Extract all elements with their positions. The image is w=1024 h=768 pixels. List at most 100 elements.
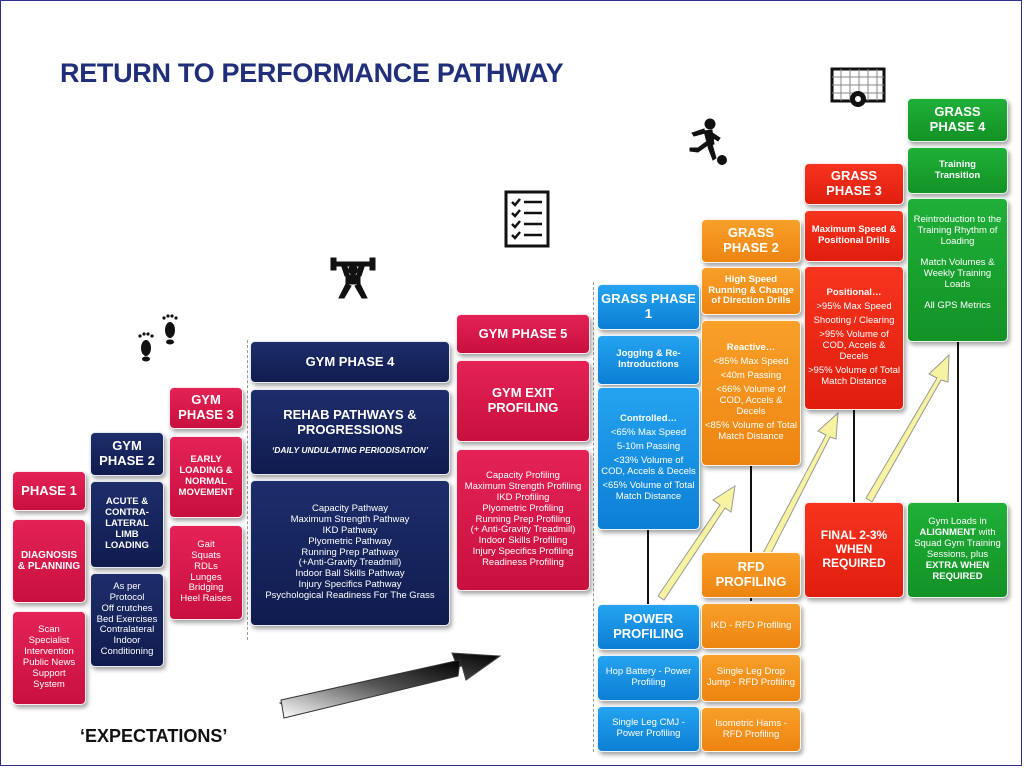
list-item: <65% Max Speed bbox=[610, 427, 687, 439]
list-item: Plyometric Profiling bbox=[482, 502, 564, 514]
gym5-header-label: GYM PHASE 5 bbox=[478, 325, 568, 341]
list-item: RDLs bbox=[194, 560, 218, 572]
power-item: Hop Battery - Power Profiling bbox=[597, 655, 700, 701]
list-item: Intervention bbox=[24, 646, 74, 658]
goal-icon bbox=[829, 66, 887, 115]
list-item: Maximum Strength Pathway bbox=[290, 513, 410, 525]
list-item: Injury Specifics Pathway bbox=[298, 579, 402, 591]
yellow-arrow bbox=[657, 484, 736, 601]
list-item: <33% Volume of COD, Accels & Decels bbox=[601, 455, 696, 477]
rfd-header-label: RFD PROFILING bbox=[715, 559, 787, 589]
list-item: Public News bbox=[22, 657, 76, 668]
gym4-header-label: GYM PHASE 4 bbox=[305, 353, 395, 369]
list-item: >95% Volume of COD, Accels & Decels bbox=[819, 329, 889, 362]
grass1-sub-label: Jogging & Re-Introductions bbox=[616, 348, 681, 370]
power-item-label: Hop Battery - Power Profiling bbox=[605, 666, 692, 688]
list-item: Injury Specifics Profiling bbox=[472, 546, 574, 558]
grass3-detail-title: Positional… bbox=[826, 287, 882, 299]
rfd-item: IKD - RFD Profiling bbox=[701, 603, 801, 649]
gym2-header-label: GYM PHASE 2 bbox=[99, 438, 155, 468]
gym4-sub-note: ‘DAILY UNDULATING PERIODISATION’ bbox=[271, 445, 429, 456]
phase1-items: Scan Specialist Intervention Public News… bbox=[12, 611, 86, 705]
separator-dashed bbox=[593, 282, 594, 752]
rfd-item-label: Isometric Hams - RFD Profiling bbox=[715, 717, 787, 740]
list-item: (+Anti-Gravity Treadmill) bbox=[298, 557, 402, 569]
grass2-header-label: GRASS PHASE 2 bbox=[723, 225, 779, 255]
gym4-sub-title: REHAB PATHWAYS & PROGRESSIONS bbox=[283, 407, 417, 438]
final-label: FINAL 2-3% WHEN REQUIRED bbox=[820, 528, 888, 570]
yellow-arrow bbox=[760, 411, 839, 562]
gym2-sub: ACUTE & CONTRA-LATERAL LIMB LOADING bbox=[90, 481, 164, 568]
list-item: As per bbox=[113, 580, 141, 592]
gym3-sub-label: EARLY LOADING & NORMAL MOVEMENT bbox=[178, 454, 234, 498]
grass2-sub-label: High Speed Running & Change of Direction… bbox=[708, 273, 794, 307]
list-item: Maximum Strength Profiling bbox=[464, 480, 582, 492]
list-item: <40m Passing bbox=[720, 370, 782, 382]
list-item: <66% Volume of COD, Accels & Decels bbox=[716, 384, 786, 417]
list-item: Lunges bbox=[190, 571, 222, 583]
grass3-header: GRASS PHASE 3 bbox=[804, 163, 904, 205]
list-item: Reintroduction to the Training Rhythm of… bbox=[913, 214, 1002, 247]
rfd-item: Isometric Hams - RFD Profiling bbox=[701, 707, 801, 752]
gym3-header-label: GYM PHASE 3 bbox=[178, 392, 234, 422]
checklist-icon bbox=[504, 190, 550, 253]
list-item: Capacity Profiling bbox=[486, 469, 560, 481]
gym-loads-line: Gym Loads in bbox=[928, 516, 987, 528]
gym4-sub: REHAB PATHWAYS & PROGRESSIONS ‘DAILY UND… bbox=[250, 389, 450, 475]
list-item: Psychological Readiness For The Grass bbox=[265, 590, 435, 602]
weightlifter-icon bbox=[329, 254, 377, 305]
phase1-sub-label: DIAGNOSIS & PLANNING bbox=[17, 549, 81, 573]
grass2-sub: High Speed Running & Change of Direction… bbox=[701, 267, 801, 315]
grass2-details: Reactive… <85% Max Speed <40m Passing <6… bbox=[701, 320, 801, 466]
list-item: Off crutches bbox=[101, 602, 153, 614]
gym2-sub-label: ACUTE & CONTRA-LATERAL LIMB LOADING bbox=[105, 496, 149, 551]
list-item: Readiness Profiling bbox=[482, 557, 564, 569]
list-item: <85% Max Speed bbox=[713, 356, 789, 368]
list-item: <85% Volume of Total Match Distance bbox=[705, 419, 797, 442]
list-item: Capacity Pathway bbox=[311, 502, 389, 514]
gym5-items: Capacity Profiling Maximum Strength Prof… bbox=[456, 449, 590, 591]
connector-line bbox=[957, 342, 959, 502]
phase1-header-label: PHASE 1 bbox=[21, 482, 77, 498]
footballer-icon bbox=[680, 118, 730, 173]
grass3-sub: Maximum Speed & Positional Drills bbox=[804, 210, 904, 262]
list-item: Indoor bbox=[113, 635, 141, 647]
gym2-items: As per Protocol Off crutches Bed Exercis… bbox=[90, 573, 164, 667]
list-item: >95% Volume of Total Match Distance bbox=[808, 364, 900, 387]
list-item: Contralateral bbox=[99, 624, 155, 636]
gym4-items: Capacity Pathway Maximum Strength Pathwa… bbox=[250, 480, 450, 626]
connector-line bbox=[853, 410, 855, 502]
final-box: FINAL 2-3% WHEN REQUIRED bbox=[804, 502, 904, 598]
list-item: Heel Raises bbox=[180, 593, 232, 605]
list-item: Plyometric Pathway bbox=[308, 535, 392, 547]
grass1-sub: Jogging & Re-Introductions bbox=[597, 335, 700, 385]
gym3-sub: EARLY LOADING & NORMAL MOVEMENT bbox=[169, 436, 243, 518]
grass4-header-label: GRASS PHASE 4 bbox=[929, 104, 986, 134]
grass4-details: Reintroduction to the Training Rhythm of… bbox=[907, 198, 1008, 342]
gym-loads-emphasis-line: EXTRA WHEN REQUIRED bbox=[925, 559, 990, 582]
list-item: Specialist bbox=[28, 635, 70, 647]
list-item: Squats bbox=[191, 549, 221, 561]
list-item: Indoor Skills Profiling bbox=[478, 535, 568, 547]
power-header: POWER PROFILING bbox=[597, 604, 700, 650]
power-item: Single Leg CMJ - Power Profiling bbox=[597, 706, 700, 752]
grass4-sub-label: Training Transition bbox=[934, 158, 981, 181]
list-item: Bed Exercises bbox=[96, 613, 158, 625]
list-item: Match Volumes & Weekly Training Loads bbox=[920, 256, 995, 290]
grass4-sub: Training Transition bbox=[907, 147, 1008, 194]
rfd-item-label: IKD - RFD Profiling bbox=[710, 619, 792, 631]
phase1-header: PHASE 1 bbox=[12, 471, 86, 511]
grass1-details: Controlled… <65% Max Speed 5-10m Passing… bbox=[597, 387, 700, 530]
gym5-sub: GYM EXIT PROFILING bbox=[456, 360, 590, 442]
rfd-item: Single Leg Drop Jump - RFD Profiling bbox=[701, 654, 801, 702]
gym-loads-emphasis: ALIGNMENT bbox=[919, 527, 976, 539]
list-item: 5-10m Passing bbox=[616, 441, 681, 453]
gym5-sub-label: GYM EXIT PROFILING bbox=[487, 385, 559, 415]
gym-loads-line: Squad Gym Training bbox=[914, 538, 1001, 550]
list-item: Scan bbox=[38, 624, 60, 636]
gym-loads-line: ALIGNMENT with bbox=[919, 527, 996, 539]
list-item: Conditioning bbox=[100, 646, 154, 658]
gym-loads-rest: with bbox=[975, 527, 996, 539]
grass1-detail-title: Controlled… bbox=[620, 413, 677, 425]
